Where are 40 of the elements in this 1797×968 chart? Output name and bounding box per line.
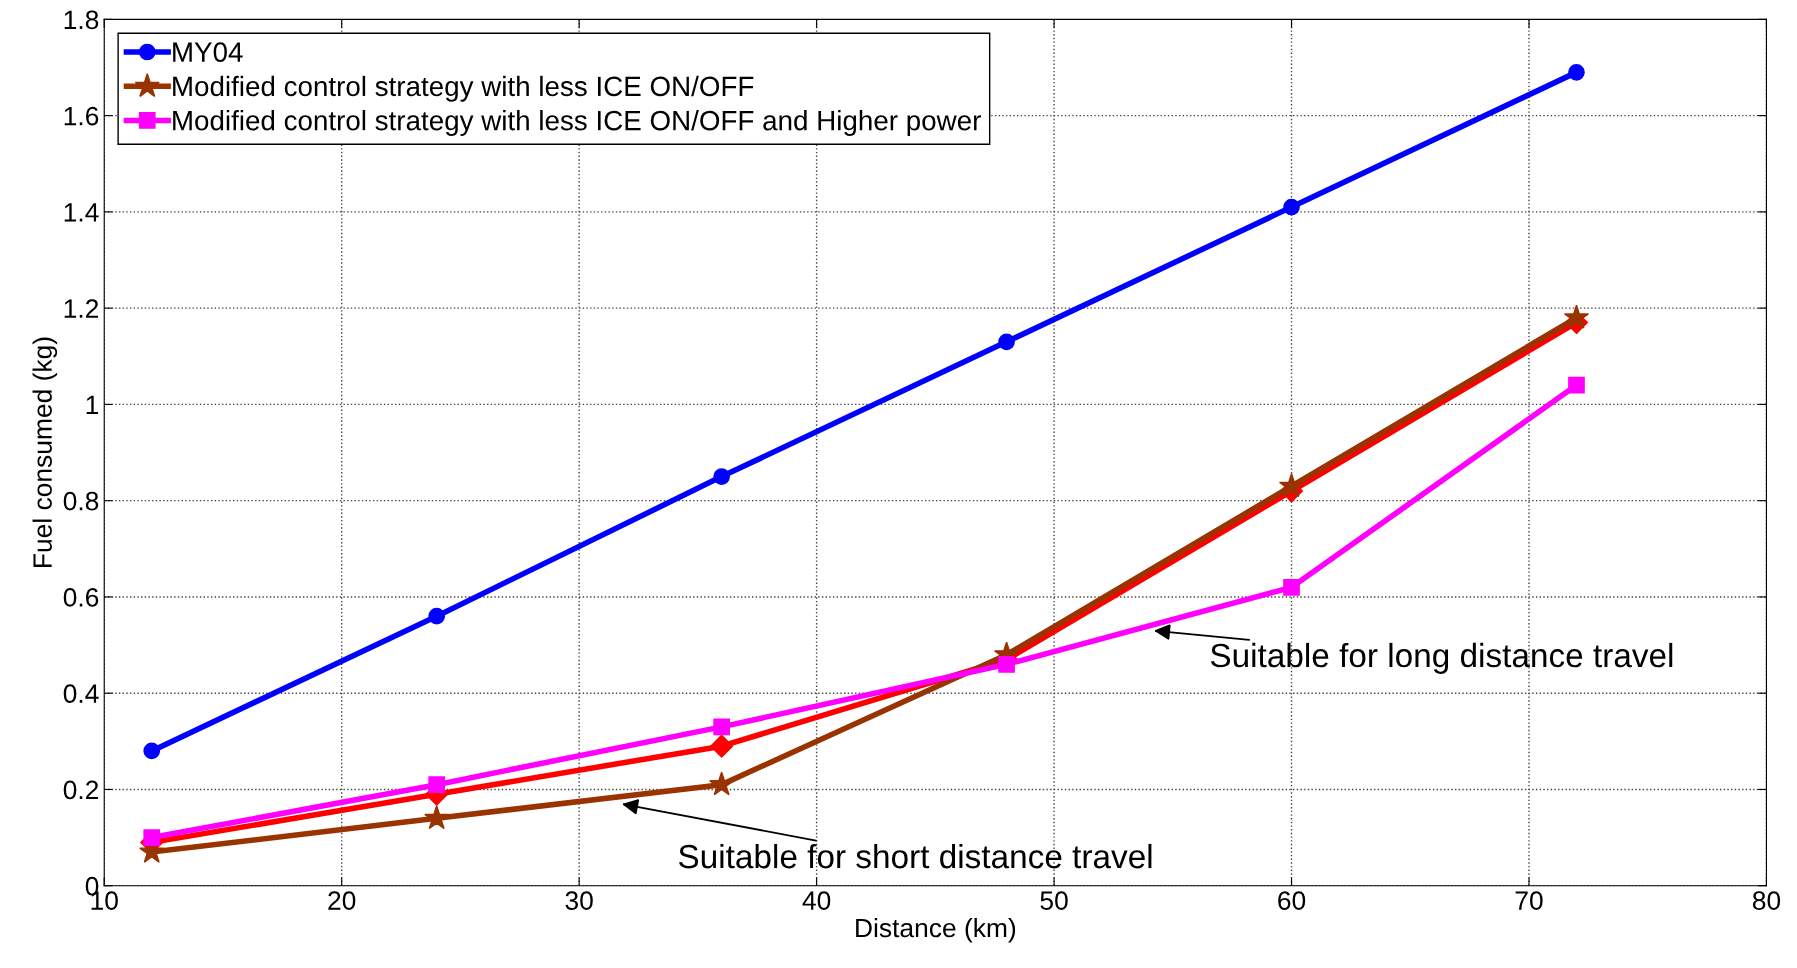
- x-tick-label: 70: [1515, 891, 1543, 910]
- y-tick-label: 1.8: [64, 10, 99, 30]
- point: [1283, 198, 1300, 216]
- point: [998, 655, 1015, 673]
- y-tick-label: 1.2: [64, 299, 99, 318]
- legend-label: Modified control strategy with less ICE ON/OFF: [173, 75, 754, 102]
- point: [998, 333, 1015, 351]
- point: [428, 776, 446, 793]
- point: [1283, 578, 1300, 596]
- point: [1568, 63, 1585, 81]
- x-tick-label: 80: [1752, 891, 1781, 910]
- point: [713, 718, 730, 736]
- point: [713, 468, 730, 485]
- y-tick-label: 1.4: [64, 203, 99, 222]
- y-tick-label: 0.6: [63, 588, 99, 607]
- point: [424, 805, 450, 830]
- legend-label: MY04: [173, 42, 243, 62]
- y-tick-label: 0.8: [63, 491, 99, 511]
- point: [428, 607, 446, 625]
- point: [710, 734, 734, 758]
- point: [1563, 304, 1590, 329]
- y-tick-label: 0.4: [63, 684, 99, 704]
- point: [1568, 376, 1585, 394]
- y-axis-title: Fuel consumed (kg): [32, 337, 58, 567]
- x-tick-label: 60: [1278, 891, 1306, 910]
- point: [709, 771, 735, 796]
- x-tick-label: 50: [1040, 891, 1068, 910]
- annotation: Suitable for short distance travel: [678, 843, 1152, 869]
- point: [143, 829, 161, 846]
- annotation: Suitable for long distance travel: [1210, 642, 1673, 674]
- point: [1278, 473, 1305, 498]
- x-tick-label: 20: [328, 891, 356, 910]
- x-axis-title: Distance (km): [856, 917, 1016, 943]
- point: [143, 742, 161, 760]
- y-tick-label: 1: [86, 395, 99, 414]
- y-tick-label: 0.2: [63, 780, 99, 800]
- x-tick-label: 40: [802, 891, 831, 910]
- legend-label: Modified control strategy with less ICE ON/OFF and Higher power: [173, 110, 981, 136]
- y-tick-label: 1.6: [64, 106, 99, 126]
- x-tick-label: 30: [565, 891, 593, 910]
